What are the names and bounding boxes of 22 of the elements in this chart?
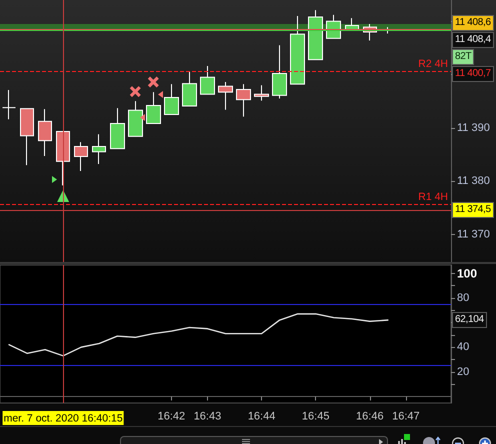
ref-line-label: 11 408,6	[452, 14, 494, 31]
ref-line-label: 11 408,4	[452, 32, 494, 48]
y-tick-label: 11 380	[457, 175, 490, 188]
x-tick-label: 16:43	[194, 410, 222, 422]
x-tick-label: 16:44	[248, 410, 276, 422]
x-tick-label: 16:42	[158, 410, 186, 422]
y-tick-label: 80	[457, 292, 470, 304]
ref-line-label: R1 4H	[418, 191, 448, 204]
text: 82T	[452, 48, 474, 65]
ref-line-label: 11 374,5	[452, 202, 494, 218]
y-tick-label: 100	[457, 266, 478, 280]
x-tick-label: 16:47	[392, 410, 420, 422]
y-tick-label: 20	[457, 366, 470, 378]
y-tick-label: 11 370	[457, 228, 490, 240]
y-tick-label: 40	[457, 341, 470, 354]
text: 11 400,7	[452, 66, 494, 82]
y-tick-label: 11 390	[457, 122, 490, 134]
x-tick-label: 16:45	[302, 410, 330, 422]
ref-line-label: R2 4H	[418, 58, 448, 70]
x-tick-label: 16:46	[356, 410, 384, 422]
text: 62,104	[452, 312, 487, 328]
x-tick-label: mer. 7 oct. 2020 16:40:15	[4, 412, 123, 424]
